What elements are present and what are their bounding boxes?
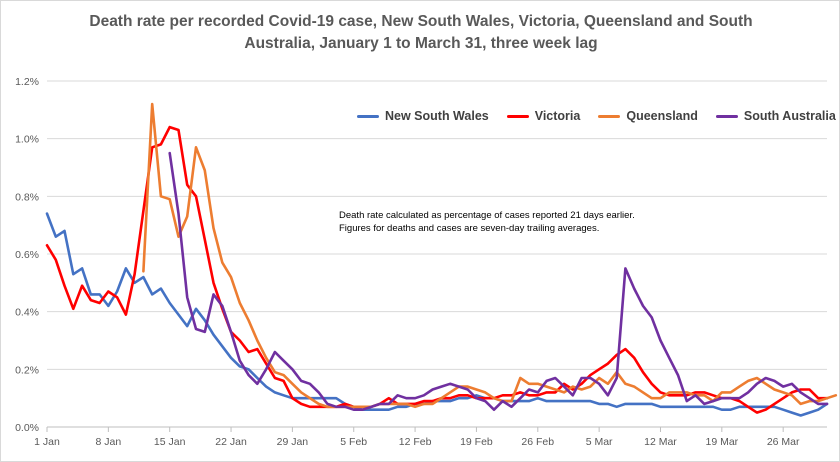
x-tick-label: 26 Feb bbox=[521, 436, 554, 448]
legend-swatch bbox=[357, 114, 379, 118]
x-tick-label: 19 Feb bbox=[460, 436, 493, 448]
x-tick-label: 8 Jan bbox=[96, 436, 122, 448]
x-tick-label: 29 Jan bbox=[277, 436, 309, 448]
legend-item-queensland: Queensland bbox=[598, 109, 698, 123]
y-tick-label: 0.4% bbox=[15, 307, 39, 319]
chart-title: Death rate per recorded Covid-19 case, N… bbox=[61, 11, 781, 55]
x-tick-label: 5 Feb bbox=[340, 436, 367, 448]
x-tick-label: 26 Mar bbox=[767, 436, 800, 448]
chart-annotation: Death rate calculated as percentage of c… bbox=[339, 209, 635, 235]
legend-swatch bbox=[715, 114, 738, 118]
annotation-line-1: Death rate calculated as percentage of c… bbox=[339, 210, 635, 221]
legend-label: Victoria bbox=[534, 109, 581, 123]
y-tick-label: 0.0% bbox=[15, 422, 39, 434]
legend-swatch bbox=[598, 114, 621, 118]
tick-labels: 0.0% 0.2% 0.4% 0.6% 0.8% 1.0% 1.2% 1 Jan 8 Jan 15… bbox=[15, 76, 800, 448]
x-tick-label: 12 Feb bbox=[399, 436, 432, 448]
annotation-line-2: Figures for deaths and cases are seven-d… bbox=[339, 223, 600, 234]
x-tick-label: 5 Mar bbox=[586, 436, 613, 448]
y-tick-label: 1.2% bbox=[15, 76, 39, 88]
chart-legend: New South Wales Victoria Queensland South A… bbox=[357, 109, 836, 123]
x-tick-label: 1 Jan bbox=[34, 436, 60, 448]
series-line-south-australia bbox=[168, 151, 829, 412]
legend-label: South Australia bbox=[743, 109, 836, 123]
chart-title-line-2: Australia, January 1 to March 31, three … bbox=[244, 35, 598, 52]
x-tick-label: 22 Jan bbox=[215, 436, 247, 448]
legend-swatch bbox=[506, 114, 529, 118]
legend-label: New South Wales bbox=[385, 109, 489, 123]
chart-title-line-1: Death rate per recorded Covid-19 case, N… bbox=[89, 13, 753, 30]
x-tick-label: 19 Mar bbox=[705, 436, 738, 448]
series-lines bbox=[45, 102, 838, 417]
axes bbox=[46, 426, 827, 432]
legend-label: Queensland bbox=[626, 109, 698, 123]
y-tick-label: 0.2% bbox=[15, 364, 39, 376]
legend-item-south-australia: South Australia bbox=[715, 109, 836, 123]
series-line-queensland bbox=[142, 102, 838, 409]
legend-item-new-south-wales: New South Wales bbox=[357, 109, 489, 123]
x-tick-label: 12 Mar bbox=[644, 436, 677, 448]
y-tick-label: 0.8% bbox=[15, 191, 39, 203]
y-tick-label: 1.0% bbox=[15, 134, 39, 146]
x-tick-label: 15 Jan bbox=[154, 436, 186, 448]
legend-item-victoria: Victoria bbox=[506, 109, 581, 123]
y-tick-label: 0.6% bbox=[15, 249, 39, 261]
series-line-new-south-wales bbox=[45, 212, 829, 417]
